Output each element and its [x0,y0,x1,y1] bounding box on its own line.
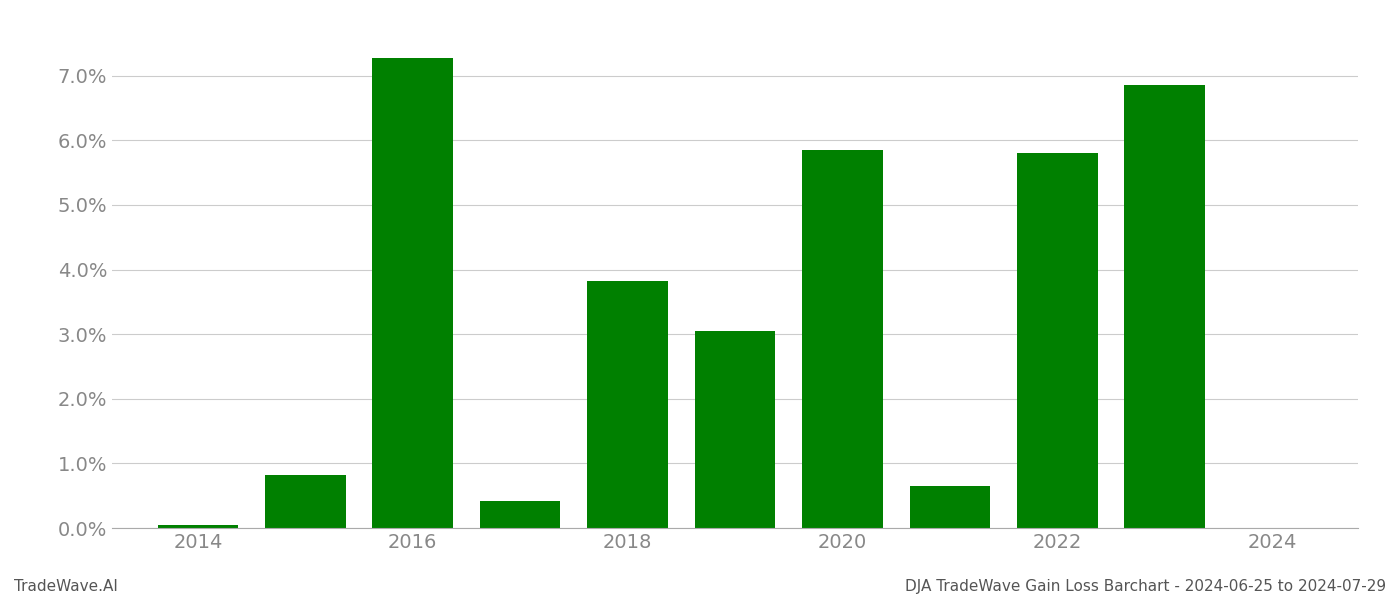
Bar [1124,85,1205,528]
Bar [694,331,776,528]
Bar [265,475,346,528]
Bar [1016,153,1098,528]
Bar [158,525,238,528]
Text: TradeWave.AI: TradeWave.AI [14,579,118,594]
Bar [372,58,454,528]
Bar [910,486,990,528]
Bar [802,150,882,528]
Bar [480,501,560,528]
Bar [588,281,668,528]
Text: DJA TradeWave Gain Loss Barchart - 2024-06-25 to 2024-07-29: DJA TradeWave Gain Loss Barchart - 2024-… [904,579,1386,594]
